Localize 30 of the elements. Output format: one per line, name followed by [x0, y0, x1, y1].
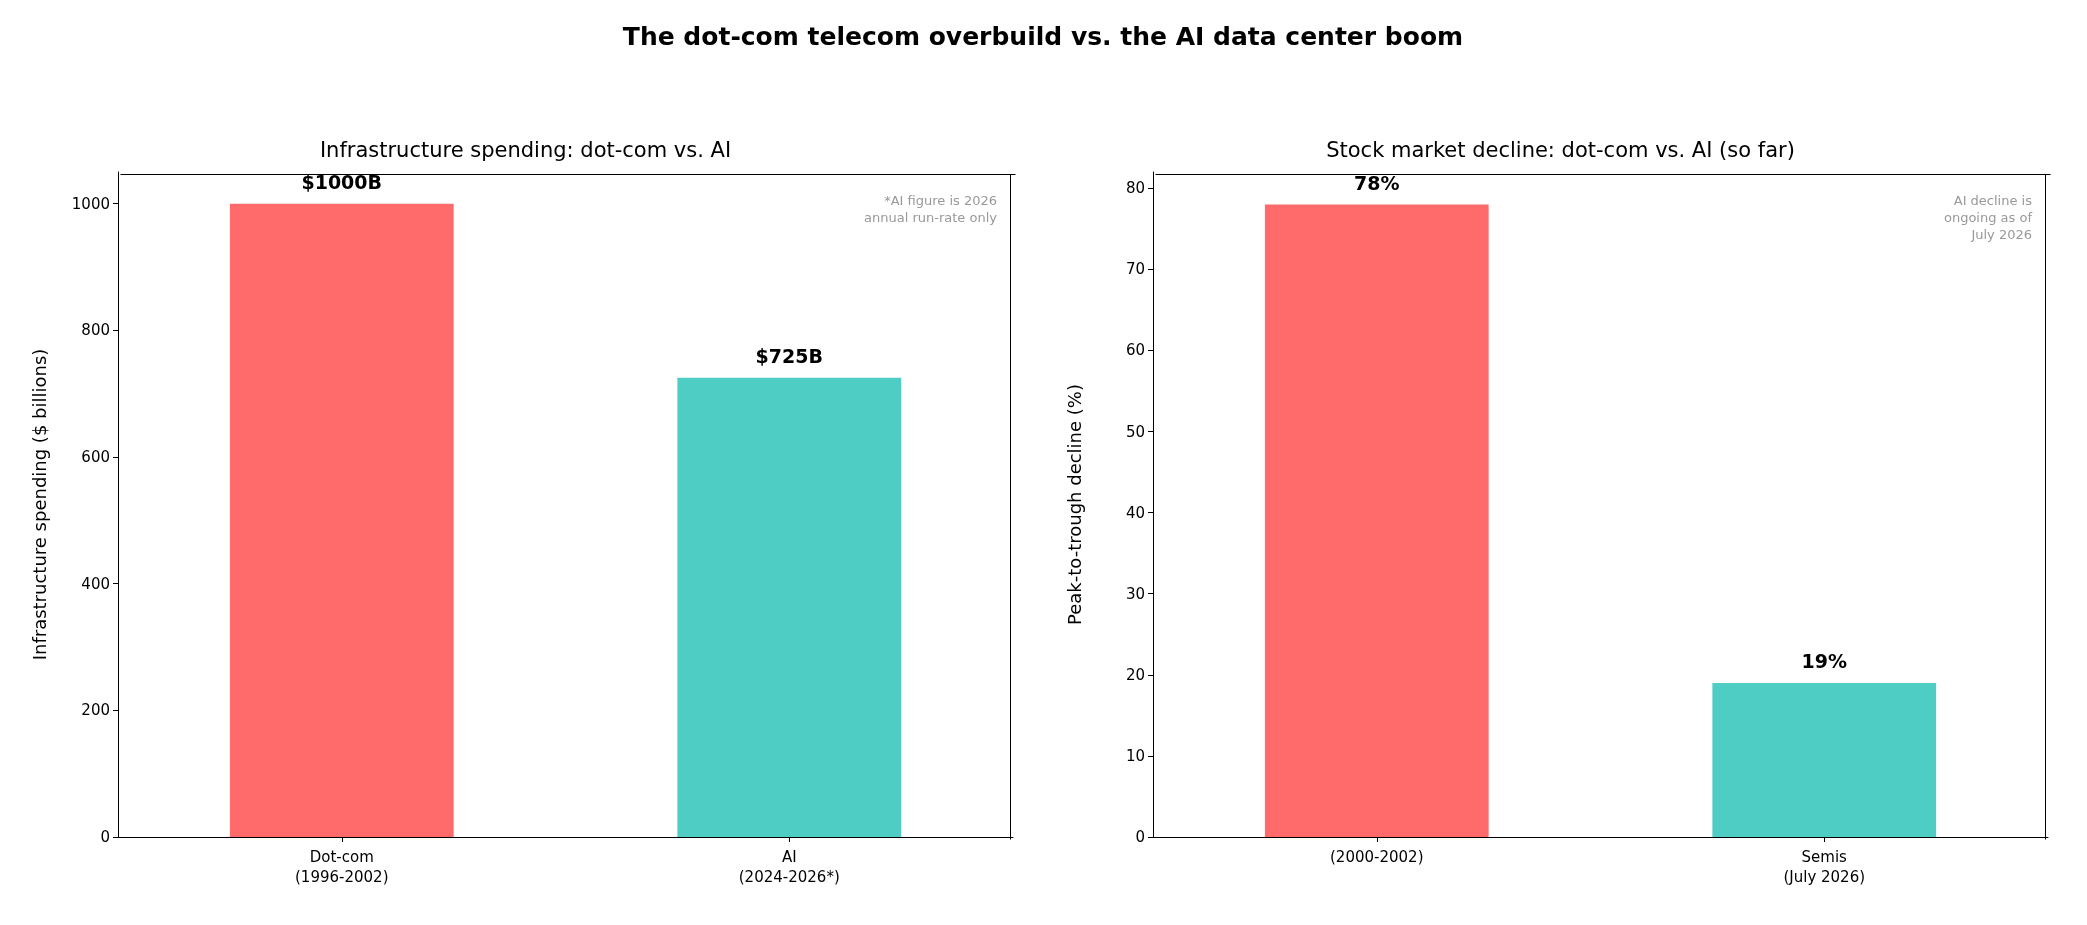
- x-tick-label: AI (2024-2026*): [738, 848, 840, 886]
- y-tick-label: 0: [1135, 828, 1145, 846]
- y-tick-label: 0: [100, 828, 110, 846]
- y-tick-label: 10: [1125, 746, 1145, 765]
- y-axis-title: Peak-to-trough decline (%): [1063, 384, 1085, 625]
- y-tick-label: 80: [1125, 179, 1145, 198]
- data-label: 19%: [1801, 650, 1847, 673]
- data-label: $725B: [755, 345, 823, 368]
- y-tick-label: 60: [1125, 341, 1145, 360]
- annotation: *AI figure is 2026 annual run-rate only: [864, 193, 998, 225]
- y-tick-label: 200: [81, 701, 110, 720]
- x-tick-label: (2000-2002): [1330, 848, 1424, 866]
- y-tick-label: 20: [1125, 665, 1145, 684]
- x-tick-label: Semis (July 2026): [1783, 848, 1866, 886]
- y-tick-label: 40: [1125, 503, 1145, 522]
- y-axis-title: Infrastructure spending ($ billions): [28, 348, 50, 661]
- y-tick-label: 50: [1125, 422, 1145, 441]
- chart-subtitle: Infrastructure spending: dot-com vs. AI: [319, 137, 732, 162]
- y-tick-label: 400: [81, 574, 110, 593]
- chart-title: The dot-com telecom overbuild vs. the AI data center boom: [621, 21, 1465, 53]
- annotation: AI decline is ongoing as of July 2026: [1943, 193, 2033, 242]
- chart-subtitle: Stock market decline: dot-com vs. AI (so far): [1326, 137, 1795, 162]
- y-tick-label: 70: [1125, 260, 1145, 279]
- y-tick-label: 600: [81, 448, 110, 466]
- x-tick-label: Dot-com (1996-2002): [295, 848, 389, 886]
- y-tick-label: 800: [81, 321, 110, 340]
- y-tick-label: 1000: [71, 194, 110, 213]
- y-tick-label: 30: [1125, 584, 1145, 603]
- data-label: $1000B: [301, 171, 383, 194]
- data-label: 78%: [1354, 171, 1400, 194]
